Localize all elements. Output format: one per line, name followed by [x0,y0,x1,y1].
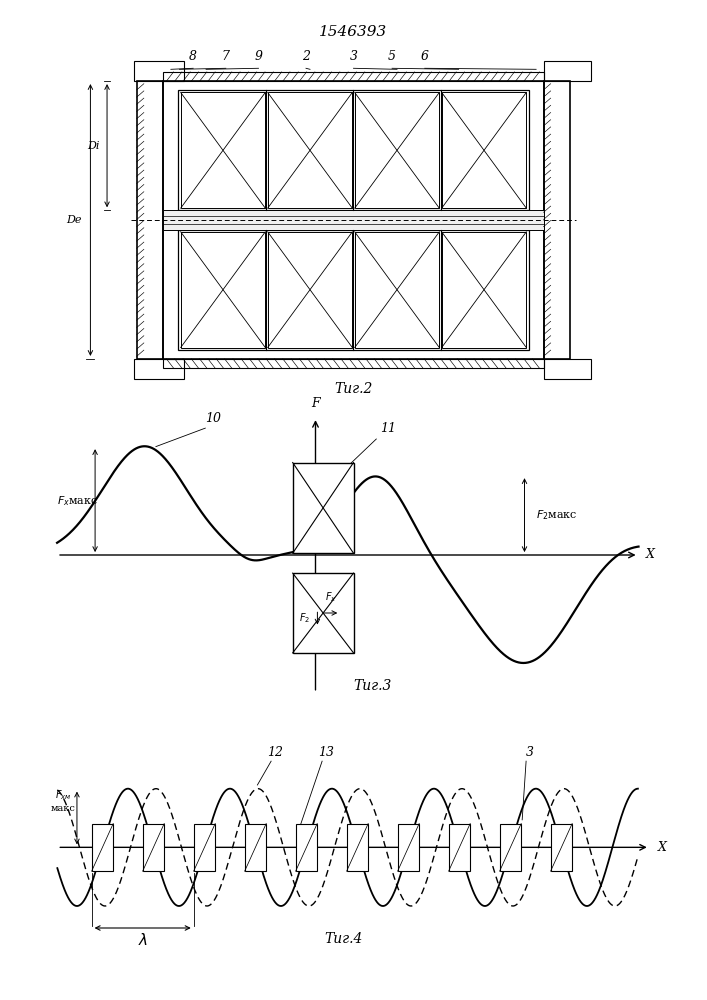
Bar [544,359,591,379]
Bar [134,359,185,379]
Text: $F_x$: $F_x$ [325,590,337,604]
Bar [268,232,352,348]
Bar [397,824,419,871]
Bar [143,824,164,871]
Text: 3: 3 [526,746,534,759]
Bar [355,232,439,348]
Bar [134,61,185,81]
Text: 11: 11 [380,422,396,435]
Text: 2: 2 [302,50,310,63]
Text: $F_2$макс: $F_2$макс [536,508,578,522]
Text: 5: 5 [388,50,396,63]
Text: X: X [658,841,667,854]
Bar [293,463,354,553]
Text: $F_x$макс: $F_x$макс [57,494,98,508]
Text: De: De [66,215,82,225]
Bar [163,81,544,359]
Bar [296,824,317,871]
Bar [544,61,591,81]
Bar [449,824,470,871]
Text: $\lambda$: $\lambda$ [138,932,148,948]
Bar [163,72,544,81]
Bar [293,573,354,653]
Bar [178,90,529,210]
Text: 9: 9 [255,50,262,63]
Text: Τиг.3: Τиг.3 [354,679,392,693]
Bar [551,824,572,871]
Text: 7: 7 [222,50,230,63]
Bar [500,824,521,871]
Bar [163,359,544,368]
Text: F: F [311,397,320,410]
Bar [442,92,526,208]
Text: $F_2$: $F_2$ [298,612,310,625]
Bar [181,92,265,208]
Text: 13: 13 [318,746,334,759]
Bar [442,232,526,348]
Text: 10: 10 [205,412,221,424]
Bar [544,81,571,359]
Text: 6: 6 [421,50,428,63]
Text: 12: 12 [267,746,283,759]
Text: X: X [646,548,655,562]
Bar [245,824,267,871]
Bar [136,81,163,359]
Text: 8: 8 [189,50,197,63]
Text: Τиг.2: Τиг.2 [334,382,373,396]
Bar [355,92,439,208]
Bar [178,230,529,350]
Text: 3: 3 [349,50,358,63]
Bar [92,824,113,871]
Bar [194,824,215,871]
Bar [268,92,352,208]
Text: $F_{хм}$
макс: $F_{хм}$ макс [51,789,76,813]
Bar [163,210,544,230]
Bar [181,232,265,348]
Bar [346,824,368,871]
Text: Di: Di [88,141,100,151]
Text: Τиг.4: Τиг.4 [325,932,363,946]
Text: 1546393: 1546393 [320,25,387,39]
